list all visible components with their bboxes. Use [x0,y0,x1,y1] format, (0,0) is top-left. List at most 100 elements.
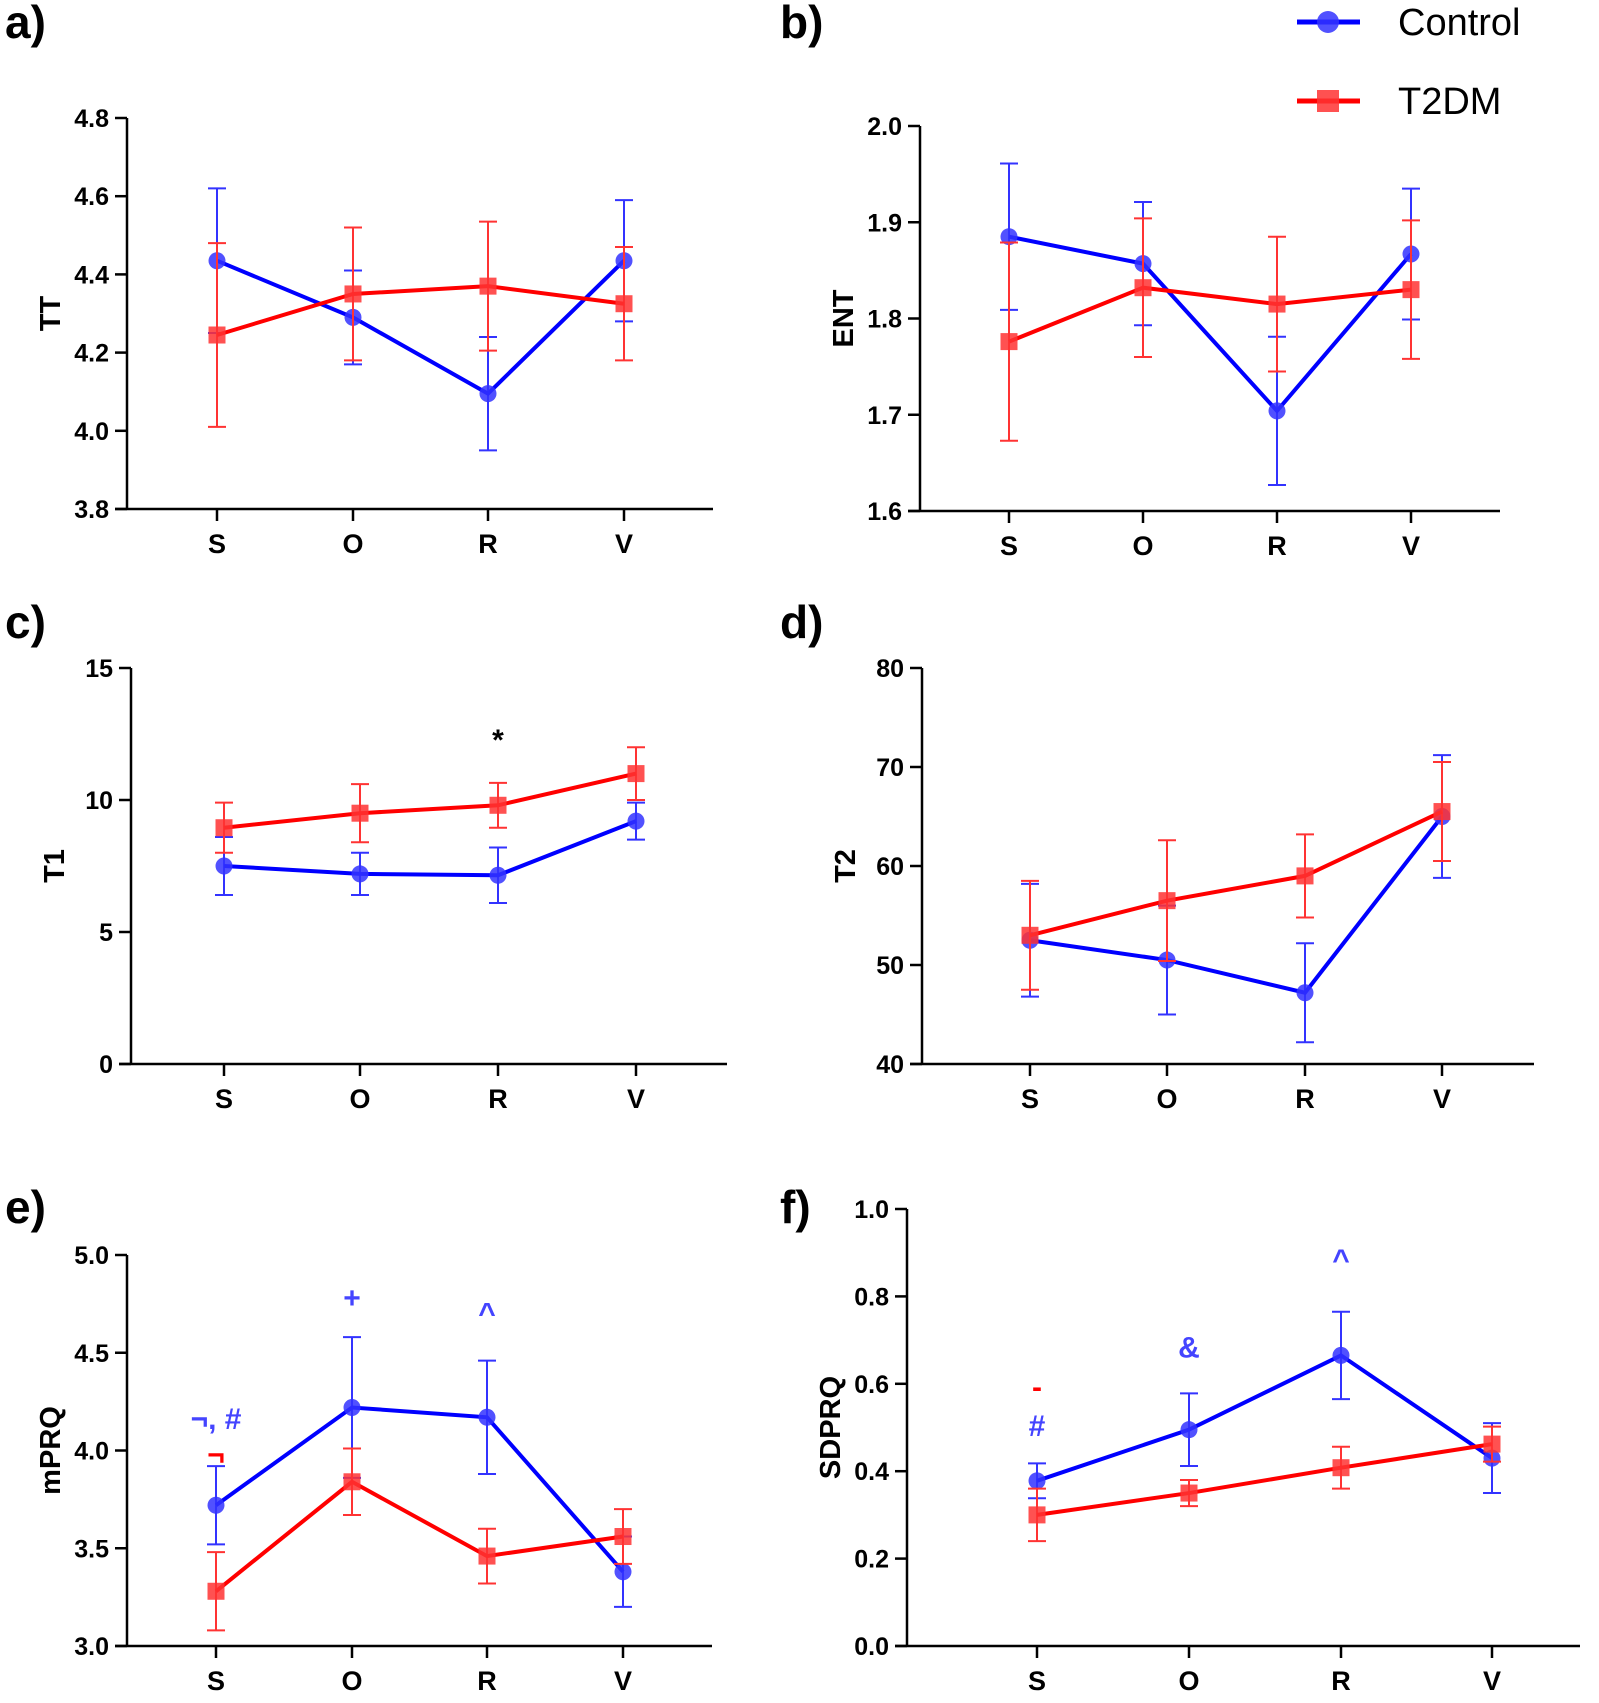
series-line [1036,1353,1494,1483]
data-point [351,804,369,822]
y-tick-label: 5.0 [74,1242,109,1270]
series-control [1021,754,1451,1044]
series-line [223,771,637,830]
series-line [214,1405,625,1574]
series-t2dm [207,1447,632,1632]
significance-annotation: # [1029,1410,1046,1443]
legend-label-t2dm: T2DM [1398,81,1501,123]
significance-annotation: ¬ [207,1439,225,1472]
series-t2dm [1000,217,1420,442]
x-tick-label: R [1267,531,1287,561]
data-point [343,1473,361,1491]
data-point [1296,984,1314,1002]
data-point [489,866,507,884]
x-tick-label: S [215,1084,233,1114]
y-tick-label: 3.0 [74,1633,109,1661]
data-point [1158,892,1176,910]
y-axis-label: ENT [828,289,860,347]
data-point [207,1582,225,1600]
data-point [1134,279,1152,297]
data-point [627,812,645,830]
series-line [1029,809,1443,938]
x-tick-label: S [1028,1666,1046,1696]
series-control [215,801,645,904]
data-point [627,765,645,783]
series-line [223,819,637,878]
y-axis-label: T2 [830,849,862,883]
y-tick-label: 15 [85,655,113,683]
series-line [216,284,625,337]
x-tick-label: S [208,529,226,559]
x-tick-label: R [1331,1666,1351,1696]
y-tick-label: 1.7 [867,402,902,430]
y-tick-label: 3.5 [74,1535,109,1563]
significance-annotation: ^ [478,1297,496,1330]
series-line [1008,234,1413,414]
data-point [344,285,362,303]
data-point [1180,1484,1198,1502]
legend-marker-control [1317,11,1339,33]
y-tick-label: 3.8 [74,496,109,524]
y-tick-label: 1.9 [867,209,902,237]
significance-annotation: * [492,724,504,757]
x-tick-label: R [488,1084,508,1114]
x-tick-label: V [614,1666,632,1696]
data-point [343,1398,361,1416]
x-tick-label: O [1132,531,1153,561]
x-tick-label: V [627,1084,645,1114]
data-point [1402,281,1420,299]
y-tick-label: 4.2 [74,340,109,368]
panel-d: d) 40 50 60 70 80 S O R V T2 [780,596,1534,1114]
data-point [1021,926,1039,944]
data-point [207,1496,225,1514]
data-point [215,819,233,837]
panel-f: f) 0.0 0.2 0.4 0.6 0.8 1.0 S O R V SDPRQ - # & ^ [780,1181,1580,1696]
series-t2dm [215,746,645,854]
x-tick-label: O [349,1084,370,1114]
data-point [1268,295,1286,313]
panel-label: a) [5,0,46,48]
y-tick-label: 60 [876,853,904,881]
y-axis-label: TT [35,296,67,332]
data-point [1433,803,1451,821]
data-point [351,865,369,883]
y-tick-label: 0.6 [854,1371,889,1399]
y-tick-label: 80 [876,655,904,683]
x-tick-label: O [342,529,363,559]
y-axis-label: SDPRQ [815,1376,847,1479]
legend: Control T2DM [1297,2,1521,123]
x-tick-label: R [477,1666,497,1696]
data-point [479,277,497,295]
legend-item-control: Control [1297,2,1521,44]
significance-annotation: ¬, # [191,1403,242,1436]
y-tick-label: 1.0 [854,1196,889,1224]
panel-label: f) [780,1181,811,1233]
legend-marker-t2dm [1317,90,1339,112]
legend-label-control: Control [1398,2,1521,44]
series-t2dm [208,220,633,428]
x-tick-label: S [207,1666,225,1696]
series-line [1029,815,1444,995]
y-tick-label: 4.0 [74,1438,109,1466]
x-tick-label: S [1000,531,1018,561]
data-point [615,295,633,313]
series-line [1008,285,1412,344]
panel-label: b) [780,0,823,48]
panel-label: e) [5,1181,46,1233]
series-line [216,258,626,397]
legend-item-t2dm: T2DM [1297,81,1501,123]
y-axis-label: T1 [39,849,71,883]
data-point [1180,1421,1198,1439]
y-tick-label: 0.4 [854,1458,889,1486]
significance-annotation: - [1032,1371,1042,1404]
x-tick-label: V [1483,1666,1501,1696]
data-point [489,796,507,814]
x-tick-label: O [1156,1084,1177,1114]
data-point [1332,1459,1350,1477]
data-point [1028,1506,1046,1524]
panel-b: b) 1.6 1.7 1.8 1.9 2.0 S O R V ENT [780,0,1500,561]
x-tick-label: R [478,529,498,559]
y-tick-label: 50 [876,952,904,980]
x-tick-label: O [1178,1666,1199,1696]
